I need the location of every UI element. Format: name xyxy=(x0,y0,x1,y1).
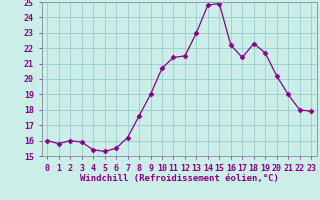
X-axis label: Windchill (Refroidissement éolien,°C): Windchill (Refroidissement éolien,°C) xyxy=(80,174,279,183)
